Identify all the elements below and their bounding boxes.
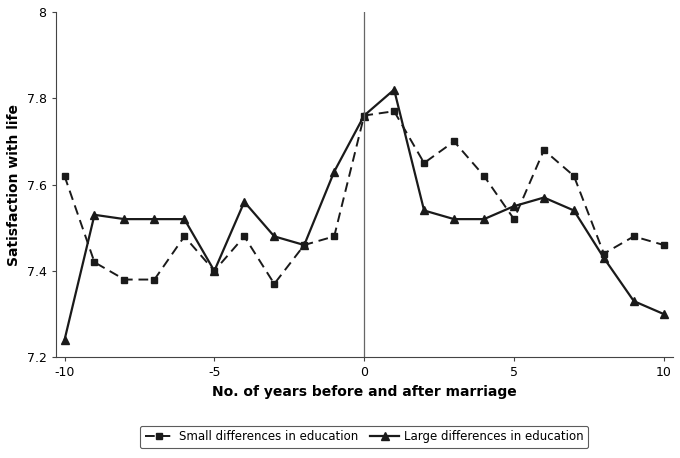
Legend: Small differences in education, Large differences in education: Small differences in education, Large di… xyxy=(140,425,588,448)
Y-axis label: Satisfaction with life: Satisfaction with life xyxy=(7,104,21,266)
X-axis label: No. of years before and after marriage: No. of years before and after marriage xyxy=(211,385,517,399)
